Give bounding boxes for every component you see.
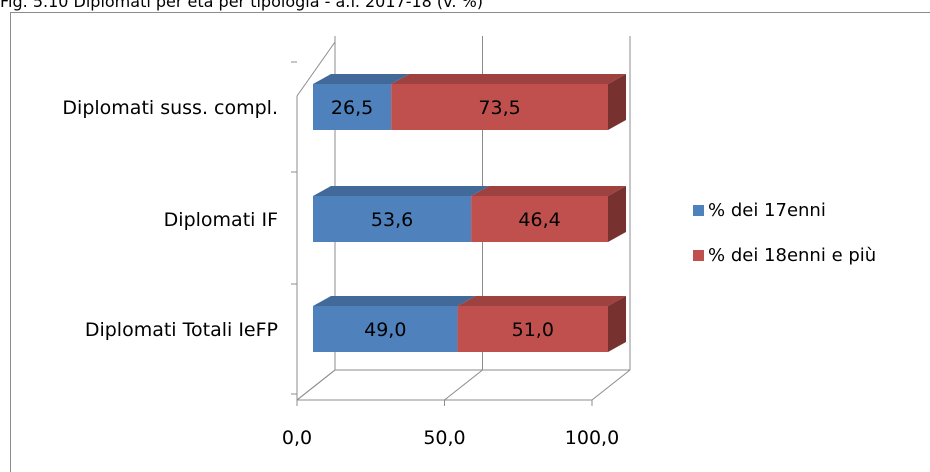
legend-label-17enni: % dei 17enni xyxy=(708,199,826,221)
data-label-0-0: 26,5 xyxy=(331,97,373,119)
data-label-1-1: 46,4 xyxy=(518,209,560,231)
bar-top-2-0 xyxy=(313,296,476,306)
floor-depth-line-2 xyxy=(591,369,631,401)
left-wall-top-edge xyxy=(296,41,336,97)
category-label-1: Diplomati IF xyxy=(164,209,278,231)
category-label-0: Diplomati suss. compl. xyxy=(62,97,278,119)
data-label-0-1: 73,5 xyxy=(478,97,520,119)
bar-0-1 xyxy=(391,84,608,130)
legend-item-18enni: % dei 18enni e più xyxy=(693,244,877,266)
data-label-2-1: 51,0 xyxy=(512,319,554,341)
legend-swatch-17enni xyxy=(693,204,704,216)
x-tick-label-1: 50,0 xyxy=(423,427,465,449)
legend-item-17enni: % dei 17enni xyxy=(693,199,876,221)
bar-top-1-0 xyxy=(313,186,490,196)
chart-labels: 26,5 73,5 Diplomati suss. compl. 53,6 46,4 Di… xyxy=(62,97,619,449)
figure-title: Fig. 5.10 Diplomati per età per tipologi… xyxy=(0,0,484,11)
bar-side-2 xyxy=(608,296,626,352)
bar-chart: 26,5 73,5 Diplomati suss. compl. 53,6 46,4 Di… xyxy=(62,36,631,449)
data-label-2-0: 49,0 xyxy=(364,319,406,341)
legend: % dei 17enni % dei 18enni e più xyxy=(693,200,876,290)
bar-top-0-1 xyxy=(391,74,626,84)
bar-1-1 xyxy=(471,196,608,242)
bar-2-0 xyxy=(313,306,458,352)
bar-top-1-1 xyxy=(471,186,626,196)
bar-side-1 xyxy=(608,186,626,242)
x-tick-label-2: 100,0 xyxy=(565,427,619,449)
bar-side-0 xyxy=(608,74,626,130)
chart-bars xyxy=(313,74,626,352)
bar-top-2-1 xyxy=(457,296,626,306)
legend-label-18enni: % dei 18enni e più xyxy=(708,244,877,266)
category-label-2: Diplomati Totali IeFP xyxy=(85,319,278,341)
floor-depth-line-0 xyxy=(296,369,336,401)
bar-0-0 xyxy=(313,84,392,130)
x-tick-label-0: 0,0 xyxy=(282,427,312,449)
chart-frame xyxy=(10,12,930,472)
bar-2-1 xyxy=(457,306,608,352)
data-label-1-0: 53,6 xyxy=(371,209,413,231)
bar-1-0 xyxy=(313,196,472,242)
legend-swatch-18enni xyxy=(693,249,704,261)
floor-depth-line-1 xyxy=(444,369,483,401)
bar-top-0-0 xyxy=(313,74,410,84)
